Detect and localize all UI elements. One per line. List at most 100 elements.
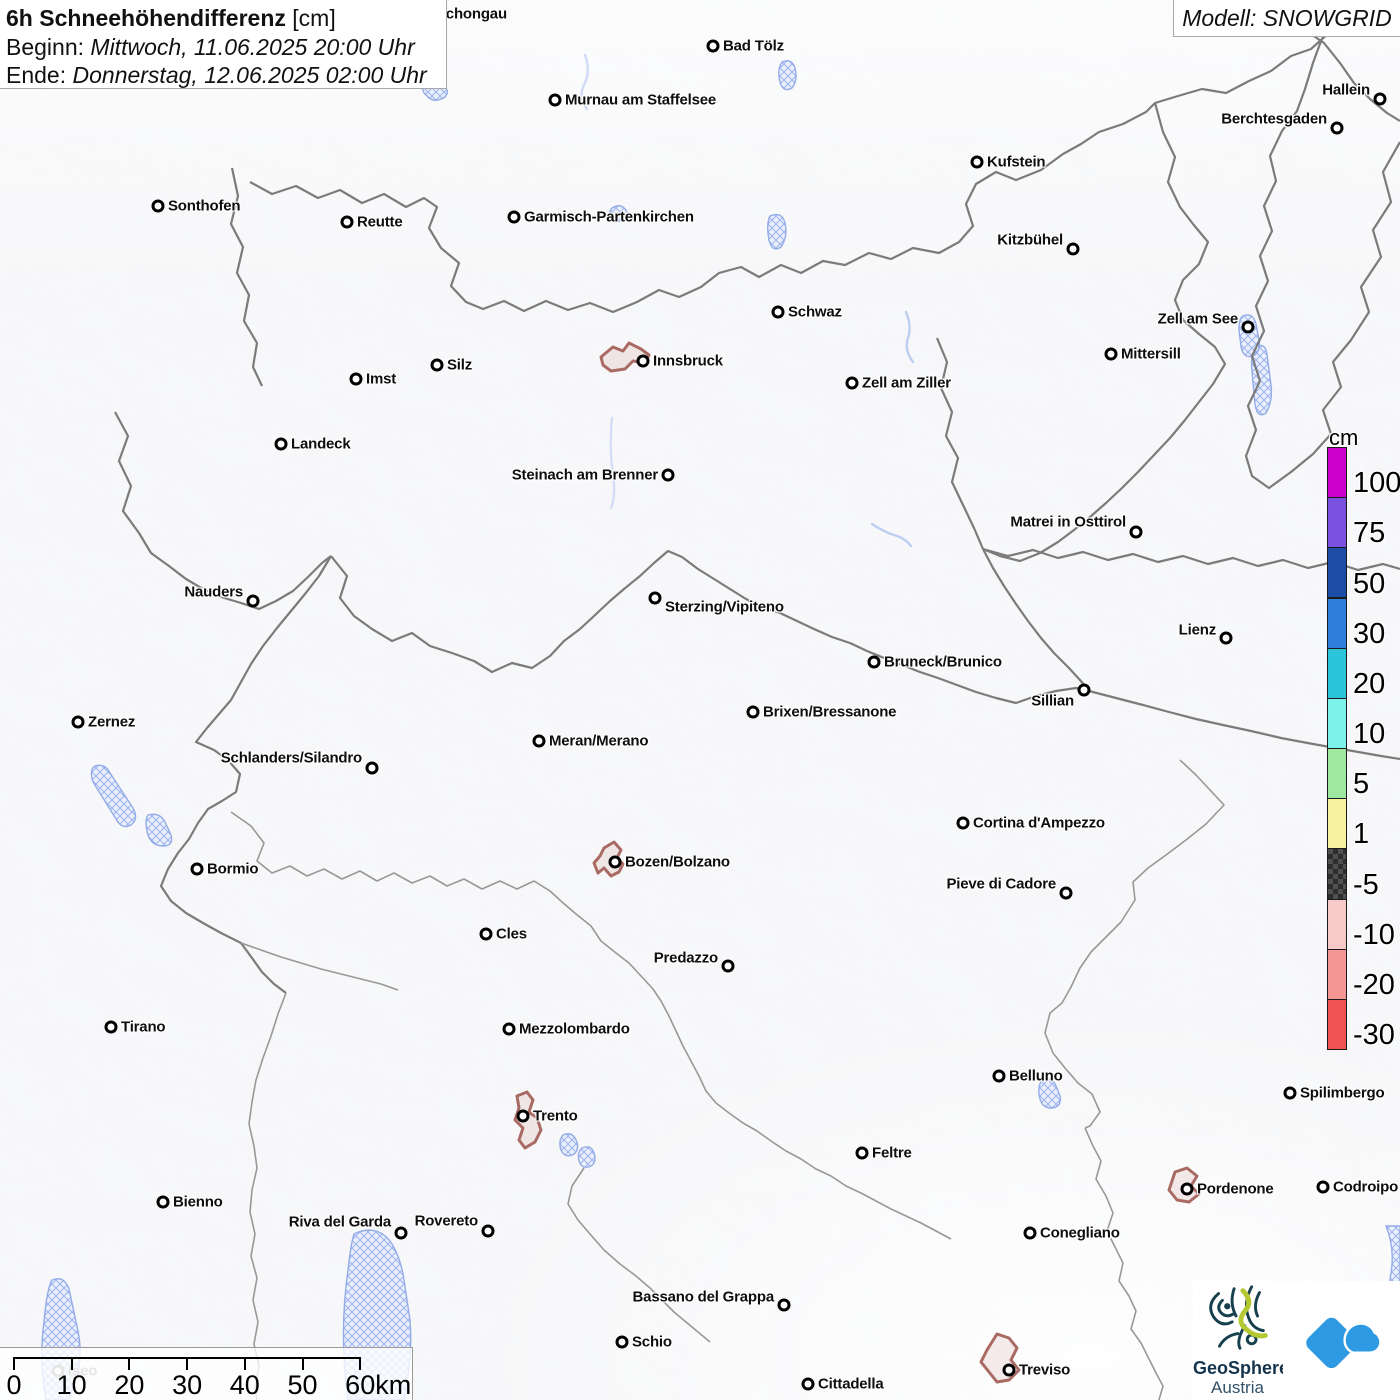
city-marker bbox=[970, 155, 984, 169]
scale-bar-label: 60km bbox=[345, 1370, 412, 1400]
city-marker bbox=[340, 215, 354, 229]
legend-band-label: -30 bbox=[1353, 1019, 1395, 1052]
city-marker bbox=[1104, 347, 1118, 361]
city-marker bbox=[845, 376, 859, 390]
geosphere-name: GeoSphere bbox=[1193, 1358, 1290, 1378]
city-marker bbox=[532, 734, 546, 748]
end-value: Donnerstag, 12.06.2025 02:00 Uhr bbox=[72, 62, 427, 88]
city-label: Bozen/Bolzano bbox=[625, 853, 730, 871]
legend-band-label: -20 bbox=[1353, 968, 1395, 1001]
city-marker bbox=[349, 372, 363, 386]
legend-band-label: 50 bbox=[1353, 567, 1386, 600]
city-label: Belluno bbox=[1009, 1067, 1063, 1085]
city-marker bbox=[1180, 1182, 1194, 1196]
city-marker bbox=[771, 305, 785, 319]
scale-bar-label: 10 bbox=[56, 1370, 87, 1400]
city-label: Berchtesgaden bbox=[1221, 110, 1327, 128]
scale-bar-tick bbox=[301, 1357, 304, 1370]
legend-band-label: 20 bbox=[1353, 667, 1386, 700]
city-label: Imst bbox=[366, 370, 397, 388]
city-marker bbox=[867, 655, 881, 669]
city-label: Garmisch-Partenkirchen bbox=[524, 208, 694, 226]
city-marker bbox=[516, 1109, 530, 1123]
city-marker bbox=[1283, 1086, 1297, 1100]
city-marker bbox=[190, 862, 204, 876]
title-box: 6h Schneehöhendifferenz [cm] Beginn: Mit… bbox=[0, 0, 447, 89]
city-label: Sterzing/Vipiteno bbox=[665, 598, 784, 616]
map-title: 6h Schneehöhendifferenz bbox=[6, 5, 286, 31]
city-label: Reutte bbox=[357, 213, 403, 231]
city-label: Steinach am Brenner bbox=[511, 466, 658, 484]
city-label: Brixen/Bressanone bbox=[763, 703, 897, 721]
city-label: Cittadella bbox=[818, 1375, 884, 1393]
end-label: Ende: bbox=[6, 62, 67, 88]
legend-band bbox=[1327, 798, 1347, 850]
city-marker bbox=[104, 1020, 118, 1034]
city-label: Treviso bbox=[1019, 1361, 1071, 1379]
city-label: Landeck bbox=[291, 435, 351, 453]
city-label: Hallein bbox=[1322, 81, 1370, 99]
city-label: Predazzo bbox=[653, 949, 718, 967]
city-label: Innsbruck bbox=[653, 352, 723, 370]
legend-band bbox=[1327, 848, 1347, 900]
city-marker bbox=[548, 93, 562, 107]
city-marker bbox=[1059, 886, 1073, 900]
scale-bar-label: 20 bbox=[114, 1370, 145, 1400]
legend-band bbox=[1327, 948, 1347, 1000]
city-marker bbox=[608, 855, 622, 869]
city-marker bbox=[502, 1022, 516, 1036]
geosphere-country: Austria bbox=[1211, 1378, 1264, 1397]
legend-band bbox=[1327, 998, 1347, 1051]
city-label: Codroipo bbox=[1333, 1178, 1399, 1196]
city-marker bbox=[721, 959, 735, 973]
city-marker bbox=[706, 39, 720, 53]
legend-band-label: -5 bbox=[1353, 868, 1379, 901]
legend-band bbox=[1327, 898, 1347, 950]
city-label: Schwaz bbox=[788, 303, 842, 321]
city-label: Pieve di Cadore bbox=[946, 875, 1056, 893]
scale-bar-tick bbox=[128, 1357, 131, 1370]
city-label: Zell am Ziller bbox=[862, 374, 951, 392]
city-marker bbox=[648, 591, 662, 605]
geosphere-contour-icon bbox=[1208, 1285, 1268, 1350]
legend-band bbox=[1327, 748, 1347, 800]
scale-bar-tick bbox=[359, 1357, 362, 1370]
scale-bar-tick bbox=[70, 1357, 73, 1370]
avalanche-logo bbox=[1283, 1281, 1400, 1400]
city-marker bbox=[636, 354, 650, 368]
city-marker bbox=[394, 1226, 408, 1240]
city-label: Sillian bbox=[1031, 692, 1074, 710]
legend-band-label: -10 bbox=[1353, 918, 1395, 951]
city-label: Conegliano bbox=[1040, 1224, 1120, 1242]
city-label: Matrei in Osttirol bbox=[1010, 513, 1126, 531]
city-marker bbox=[481, 1224, 495, 1238]
city-label: Kitzbühel bbox=[997, 231, 1063, 249]
scale-bar-label: 30 bbox=[172, 1370, 203, 1400]
city-marker bbox=[430, 358, 444, 372]
city-marker bbox=[661, 468, 675, 482]
city-label: Nauders bbox=[184, 583, 243, 601]
city-marker bbox=[615, 1335, 629, 1349]
city-label: Cortina d'Ampezzo bbox=[973, 814, 1105, 832]
legend-band bbox=[1327, 497, 1347, 549]
city-label: Mezzolombardo bbox=[519, 1020, 630, 1038]
scale-bar-tick bbox=[186, 1357, 189, 1370]
city-marker bbox=[71, 715, 85, 729]
city-label: Pordenone bbox=[1197, 1180, 1274, 1198]
city-marker bbox=[746, 705, 760, 719]
begin-label: Beginn: bbox=[6, 34, 85, 60]
legend-band bbox=[1327, 597, 1347, 649]
legend-band-label: 30 bbox=[1353, 617, 1386, 650]
city-marker bbox=[274, 437, 288, 451]
city-marker bbox=[1066, 242, 1080, 256]
city-marker bbox=[479, 927, 493, 941]
legend-band-label: 100 bbox=[1353, 467, 1400, 500]
legend-band-label: 5 bbox=[1353, 768, 1370, 801]
map-title-unit: [cm] bbox=[292, 5, 336, 31]
city-label: Tirano bbox=[121, 1018, 166, 1036]
city-marker bbox=[507, 210, 521, 224]
city-label: Bassano del Grappa bbox=[632, 1288, 775, 1306]
city-marker bbox=[1241, 320, 1255, 334]
scale-bar-label: 50 bbox=[287, 1370, 318, 1400]
